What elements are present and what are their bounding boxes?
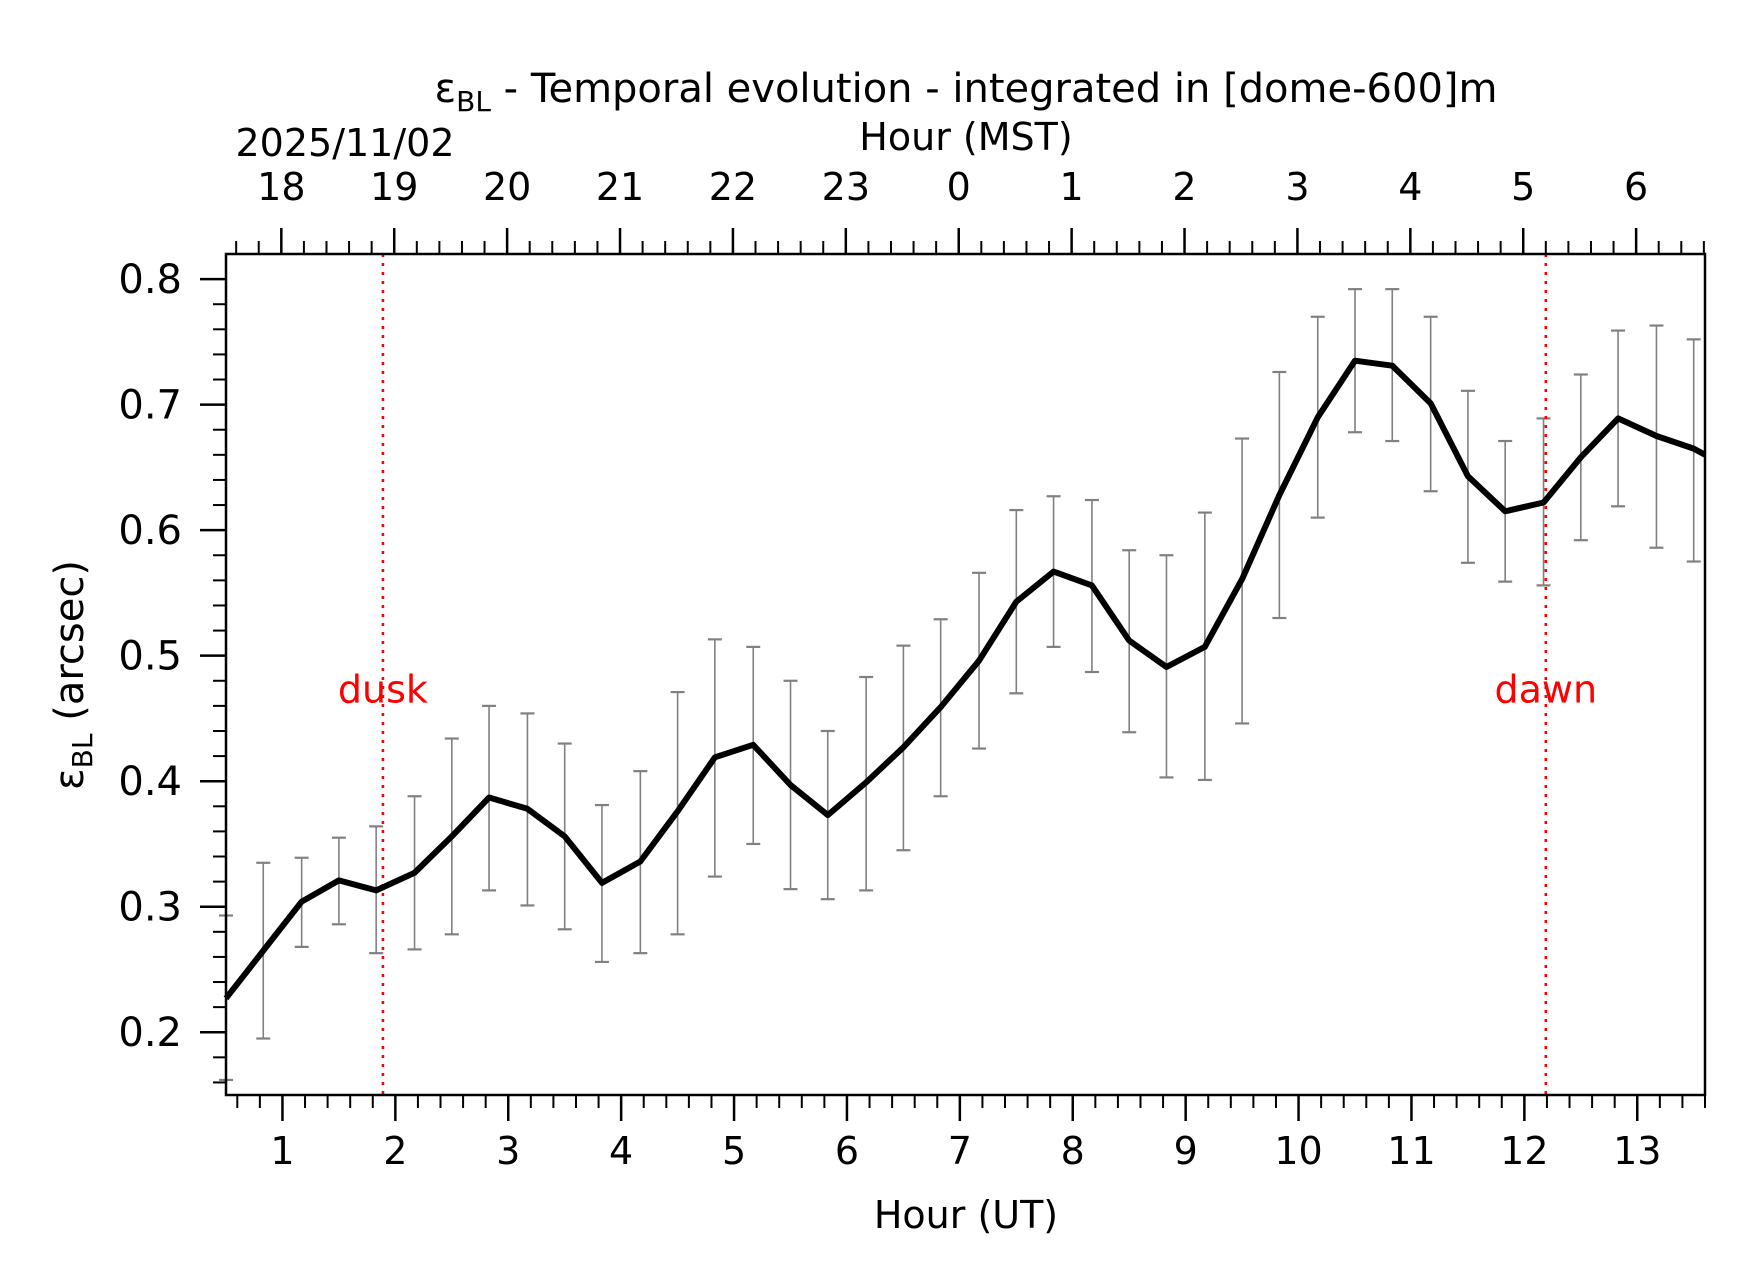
top-tick-label: 19 bbox=[370, 165, 418, 209]
x-tick-label: 7 bbox=[948, 1129, 972, 1173]
top-axis-label: Hour (MST) bbox=[859, 115, 1072, 159]
minor-ticks bbox=[213, 241, 1706, 1108]
seeing-line bbox=[223, 357, 1707, 1001]
y-tick-label: 0.5 bbox=[118, 634, 182, 680]
plot-frame bbox=[224, 252, 1707, 1097]
x-tick-label: 10 bbox=[1274, 1129, 1322, 1173]
x-tick-label: 3 bbox=[496, 1129, 520, 1173]
top-tick-label: 23 bbox=[822, 165, 870, 209]
top-tick-label: 0 bbox=[947, 165, 971, 209]
top-tick-label: 20 bbox=[483, 165, 531, 209]
x-tick-label: 11 bbox=[1387, 1129, 1435, 1173]
x-tick-label: 5 bbox=[722, 1129, 746, 1173]
x-tick-label: 8 bbox=[1061, 1129, 1085, 1173]
top-tick-label: 22 bbox=[709, 165, 757, 209]
y-tick-label: 0.2 bbox=[118, 1010, 182, 1056]
chart-title: εBL - Temporal evolution - integrated in… bbox=[435, 66, 1498, 118]
x-tick-label: 2 bbox=[383, 1129, 407, 1173]
top-tick-label: 6 bbox=[1624, 165, 1648, 209]
y-tick-label: 0.6 bbox=[118, 508, 182, 554]
date-label: 2025/11/02 bbox=[235, 121, 454, 165]
event-lines: dusk dawn bbox=[338, 254, 1597, 1095]
y-tick-label: 0.4 bbox=[118, 759, 182, 805]
top-tick-label: 18 bbox=[257, 165, 305, 209]
dawn-label: dawn bbox=[1495, 668, 1598, 712]
dusk-label: dusk bbox=[338, 668, 428, 712]
major-ticks bbox=[200, 228, 1639, 1121]
y-tick-label: 0.7 bbox=[118, 383, 182, 429]
x-tick-label: 6 bbox=[835, 1129, 859, 1173]
x-axis-label: Hour (UT) bbox=[874, 1193, 1058, 1237]
x-tick-label: 9 bbox=[1174, 1129, 1198, 1173]
x-tick-label: 1 bbox=[270, 1129, 294, 1173]
x-tick-label: 12 bbox=[1500, 1129, 1548, 1173]
top-tick-label: 21 bbox=[596, 165, 644, 209]
top-tick-label: 5 bbox=[1511, 165, 1535, 209]
top-tick-label: 3 bbox=[1285, 165, 1309, 209]
top-tick-label: 2 bbox=[1172, 165, 1196, 209]
x-tick-label: 4 bbox=[609, 1129, 633, 1173]
top-tick-label: 1 bbox=[1060, 165, 1084, 209]
y-axis-label: εBL (arcsec) bbox=[47, 560, 99, 790]
top-tick-label: 4 bbox=[1398, 165, 1422, 209]
x-tick-label: 13 bbox=[1613, 1129, 1661, 1173]
y-tick-label: 0.8 bbox=[118, 257, 182, 303]
y-tick-label: 0.3 bbox=[118, 885, 182, 931]
